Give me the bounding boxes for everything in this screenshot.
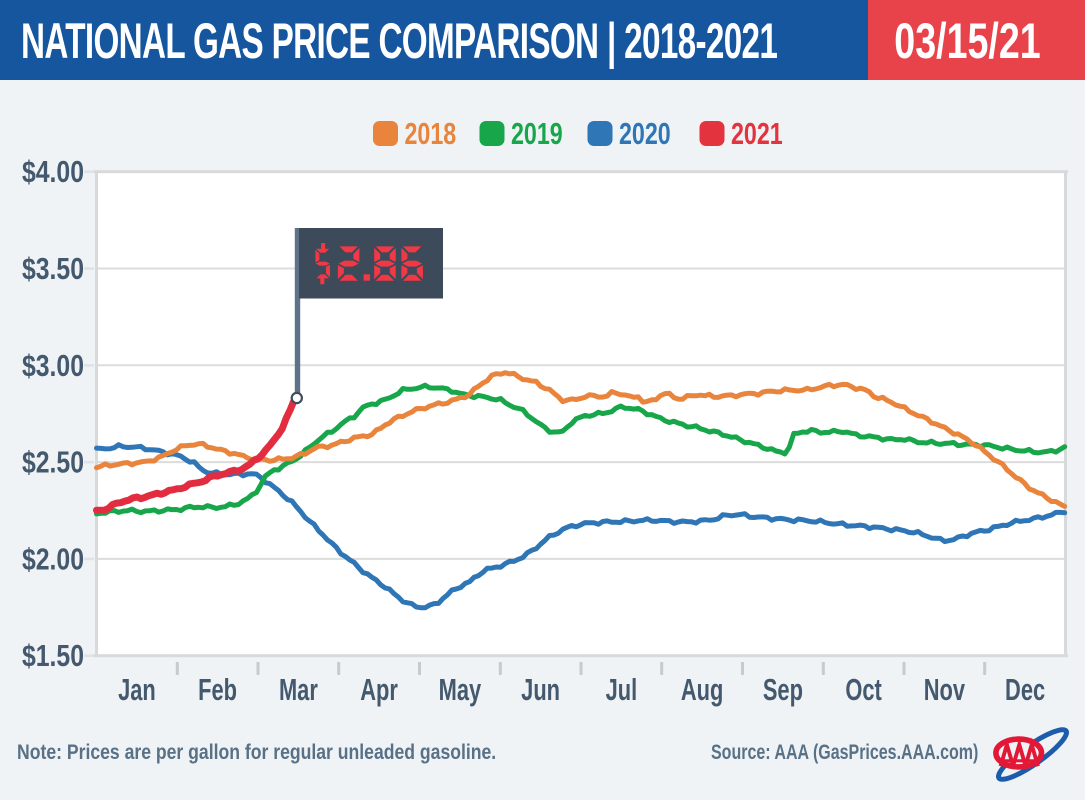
svg-text:Oct: Oct bbox=[845, 672, 881, 707]
svg-text:Aug: Aug bbox=[681, 672, 723, 707]
svg-text:2019: 2019 bbox=[511, 116, 563, 151]
svg-text:$3.00: $3.00 bbox=[22, 348, 84, 382]
svg-text:Sep: Sep bbox=[763, 672, 803, 707]
svg-text:2021: 2021 bbox=[731, 116, 783, 151]
svg-text:May: May bbox=[439, 672, 482, 707]
svg-text:$2.50: $2.50 bbox=[22, 445, 84, 479]
svg-text:Mar: Mar bbox=[279, 672, 318, 707]
svg-text:Nov: Nov bbox=[924, 672, 965, 707]
svg-text:2020: 2020 bbox=[619, 116, 671, 151]
svg-text:2018: 2018 bbox=[405, 116, 457, 151]
svg-text:$3.50: $3.50 bbox=[22, 251, 84, 285]
svg-text:$2.00: $2.00 bbox=[22, 542, 84, 576]
svg-text:Jul: Jul bbox=[606, 672, 638, 707]
svg-text:$4.00: $4.00 bbox=[22, 155, 84, 189]
svg-text:$1.50: $1.50 bbox=[22, 639, 84, 673]
svg-text:Jan: Jan bbox=[118, 672, 156, 707]
svg-text:Apr: Apr bbox=[360, 672, 398, 707]
svg-text:Dec: Dec bbox=[1005, 672, 1045, 707]
svg-text:Feb: Feb bbox=[198, 672, 237, 707]
svg-text:Jun: Jun bbox=[521, 672, 560, 707]
